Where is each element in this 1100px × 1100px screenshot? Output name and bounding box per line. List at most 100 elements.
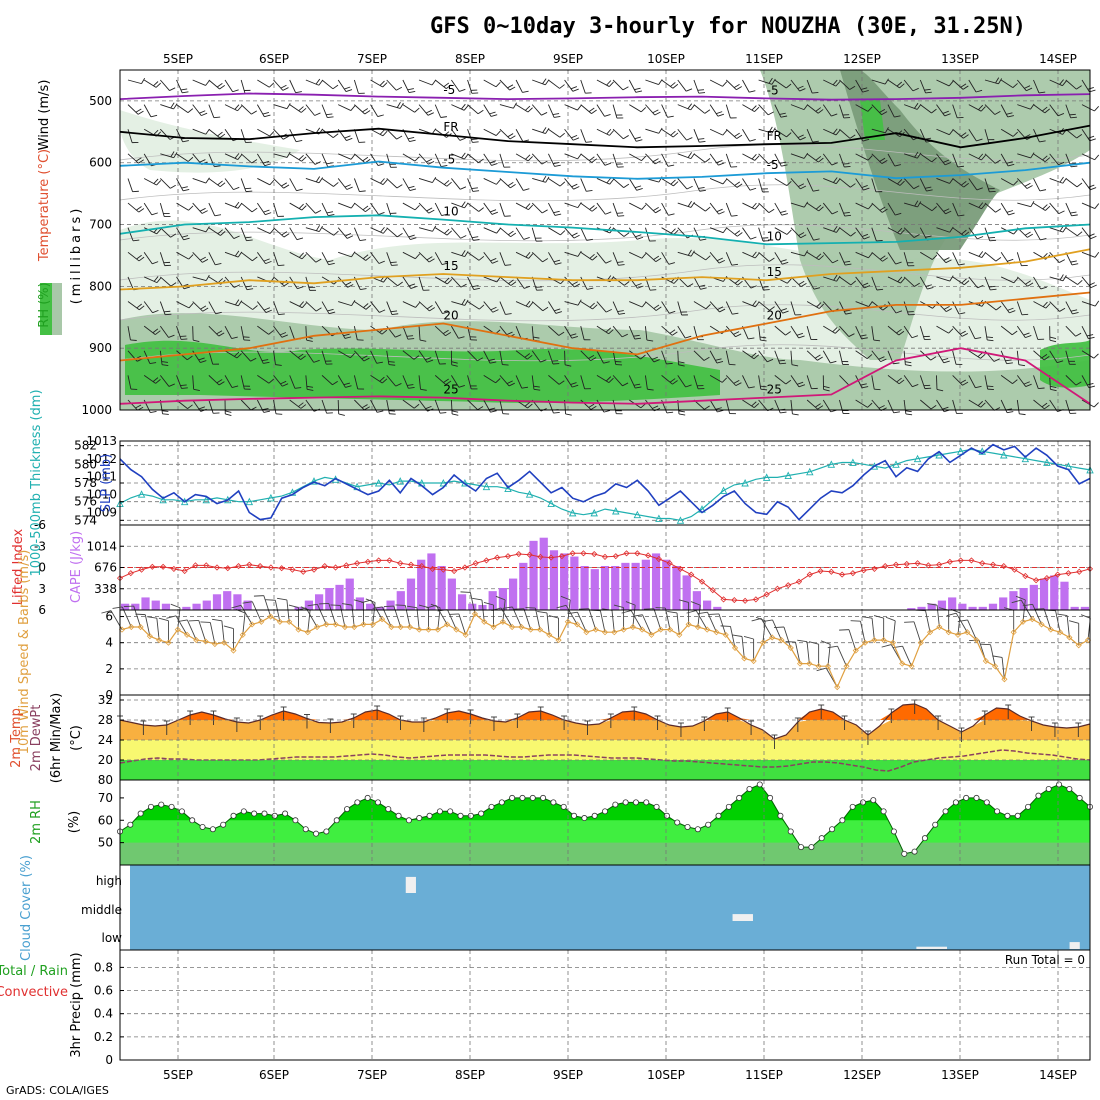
wind-barb [707, 611, 717, 633]
wind-barb-feather [873, 615, 884, 619]
wind-barb-feather [345, 89, 353, 93]
wind-barb [1055, 610, 1061, 633]
y-tick-label: 6 [38, 603, 46, 617]
wind-barb-feather [315, 209, 322, 214]
wind-point [657, 626, 664, 633]
wind-barb-feather [941, 357, 949, 361]
rh2m-point [787, 828, 794, 835]
wind-barb-feather [785, 641, 796, 643]
wind-barb-feather [265, 212, 272, 216]
wind-barb [273, 375, 283, 387]
ylabel-wind10m: 10m Wind Speed & Barbs (m/s) [17, 550, 32, 755]
wind-barb-feather [442, 329, 449, 334]
slp-line [119, 443, 1091, 521]
wind-barb [127, 301, 140, 311]
wind-barb-feather [779, 362, 787, 365]
cape-bar [958, 603, 967, 610]
wind-barb [596, 128, 610, 136]
wind-barb [354, 251, 366, 261]
li-point [1043, 575, 1050, 582]
wind-barb-feather [592, 255, 598, 261]
thickness-point [310, 477, 318, 485]
wind-point [936, 623, 943, 631]
li-point [634, 550, 641, 557]
y-tick-label: 32 [98, 693, 113, 707]
wind-barb-feather [296, 188, 303, 192]
wind-barb [904, 202, 918, 208]
rh2m-point [199, 823, 206, 830]
y-tick-label: 0.6 [94, 984, 113, 998]
wind-barb-feather [667, 164, 675, 167]
wind-barb [580, 129, 587, 143]
cape-bar [600, 565, 610, 610]
wind-barb-feather [491, 162, 498, 166]
wind-barb-feather [754, 155, 760, 161]
wind-barb-feather [307, 388, 314, 391]
wind-barb-feather [948, 80, 954, 87]
wind-barb-feather [958, 263, 965, 266]
wind-barb-feather [277, 597, 287, 601]
wind-barb [1065, 325, 1076, 337]
wind-barb-feather [716, 208, 723, 213]
cape-bar [151, 600, 160, 610]
wind-barb-feather [234, 250, 240, 257]
rh2m-point [684, 823, 691, 830]
wind-barb-feather [634, 185, 642, 189]
wind-barb-feather [445, 331, 452, 337]
wind-barb-feather [150, 410, 157, 414]
wind-barb [192, 178, 207, 184]
cape-bar [549, 550, 559, 610]
wind-barb [192, 79, 206, 86]
li-point [343, 562, 350, 569]
wind-barb [742, 399, 755, 409]
wind-barb-feather [862, 282, 869, 286]
wind-barb-feather [641, 253, 647, 259]
wind-barb-feather [722, 81, 728, 87]
wind-barb-feather [533, 336, 540, 339]
wind-barb-feather [1070, 116, 1077, 119]
wind-barb-feather [182, 140, 189, 143]
wind-point [388, 623, 395, 631]
rh2m-point [622, 799, 629, 806]
ylabel-convective: Convective [0, 985, 68, 1000]
wind-barb [661, 301, 670, 314]
rh2m-point [519, 794, 526, 801]
ylabel-2m-dewpt: 2m DewPt [29, 705, 44, 772]
wind-barb-feather [153, 81, 159, 87]
wind-barb-feather [492, 309, 499, 313]
wind-barb-feather [792, 413, 799, 416]
rh2m-point [1004, 812, 1011, 819]
wind-barb [968, 104, 982, 112]
wind-barb [839, 128, 851, 139]
wind-barb [783, 626, 792, 649]
wind-barb-feather [753, 403, 760, 408]
wind-barb-feather [463, 105, 469, 111]
wind-barb [936, 227, 950, 233]
wind-barb-feather [1039, 140, 1046, 143]
rh2m-point [447, 808, 454, 815]
wind-barb [903, 104, 918, 110]
rh2m-point [364, 794, 371, 801]
wind-barb [580, 251, 593, 261]
wind-barb-feather [880, 358, 887, 363]
wind-barb-feather [460, 186, 467, 190]
wind-barb-feather [862, 90, 869, 93]
wind-barb-feather [346, 137, 353, 141]
wind-barb-feather [879, 157, 886, 162]
wind-barb-feather [839, 629, 850, 631]
wind-barb [855, 227, 865, 240]
wind-barb [644, 326, 648, 341]
wind-barb [742, 301, 756, 308]
rh2m-point [374, 799, 381, 806]
wind-barb-feather [625, 601, 636, 606]
wind-barb [968, 227, 978, 240]
li-point [698, 578, 706, 585]
wind-point [964, 629, 971, 636]
wind-barb-feather [269, 82, 275, 88]
rh2m-point [973, 794, 980, 801]
wind-barb-feather [751, 352, 757, 358]
wind-barb-feather [800, 185, 807, 190]
wind-barb [952, 202, 959, 217]
wind-barb [887, 178, 901, 186]
wind-barb [224, 227, 235, 239]
